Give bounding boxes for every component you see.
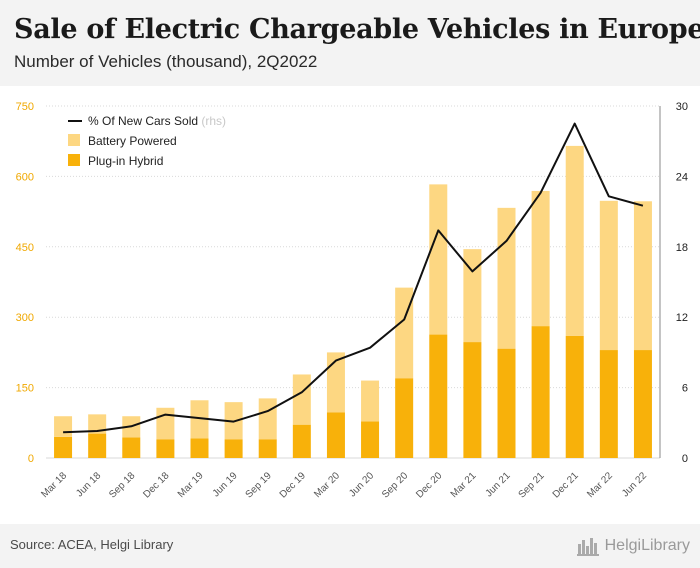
bar-battery-powered: [54, 416, 73, 437]
logo-text: HelgiLibrary: [604, 537, 690, 554]
right-axis-tick-label: 18: [676, 242, 688, 254]
helgi-library-logo: HelgiLibrary: [576, 533, 690, 559]
bar-battery-powered: [633, 201, 652, 351]
right-axis: 0 6 12 18 24 30: [659, 101, 688, 465]
x-axis-tick-label: Jun 21: [484, 470, 513, 499]
bar-battery-powered: [497, 207, 516, 349]
bar-battery-powered: [361, 380, 380, 422]
bar-battery-powered: [531, 190, 550, 327]
bar-plug-in-hybrid: [224, 439, 243, 458]
bars: [54, 145, 652, 458]
legend-battery-label: Battery Powered: [88, 134, 177, 148]
left-axis-tick-label: 300: [16, 312, 34, 324]
chart-title: Sale of Electric Chargeable Vehicles in …: [14, 14, 700, 45]
bar-battery-powered: [463, 249, 482, 343]
x-axis-tick-label: Sep 18: [107, 470, 137, 500]
left-axis-tick-label: 450: [16, 242, 34, 254]
x-axis-tick-label: Jun 20: [347, 470, 376, 499]
x-axis-tick-label: Dec 18: [141, 470, 171, 500]
x-axis-tick-label: Jun 22: [620, 470, 649, 499]
bar-plug-in-hybrid: [395, 378, 414, 458]
source-note: Source: ACEA, Helgi Library: [10, 537, 174, 552]
x-axis-tick-label: Jun 18: [74, 470, 103, 499]
bar-plug-in-hybrid: [122, 437, 141, 458]
bar-battery-powered: [326, 352, 345, 413]
x-axis-tick-label: Mar 22: [585, 470, 615, 500]
bar-battery-powered: [429, 184, 448, 335]
bar-battery-powered: [156, 407, 175, 440]
stacked-bar-line-chart: 0 150 300 450 600 750 0 6 12 18 24 30 Mar 18 Jun 18…: [16, 101, 688, 501]
bar-plug-in-hybrid: [156, 439, 175, 458]
x-axis-tick-label: Dec 20: [414, 470, 444, 500]
right-axis-tick-label: 12: [676, 312, 688, 324]
right-axis-tick-label: 30: [676, 101, 688, 113]
bar-plug-in-hybrid: [599, 350, 618, 458]
legend-battery-swatch: [68, 134, 80, 146]
bar-battery-powered: [292, 374, 311, 425]
bar-plug-in-hybrid: [463, 342, 482, 458]
bar-plug-in-hybrid: [497, 348, 516, 458]
x-axis-tick-label: Sep 19: [244, 470, 274, 500]
bar-battery-powered: [599, 200, 618, 351]
legend-line-label: % Of New Cars Sold (rhs): [88, 114, 226, 128]
bar-battery-powered: [190, 400, 209, 439]
gridlines: [46, 105, 660, 459]
x-axis-tick-label: Dec 21: [551, 470, 581, 500]
left-axis-tick-label: 0: [28, 453, 34, 465]
bar-plug-in-hybrid: [429, 334, 448, 458]
footer: Source: ACEA, Helgi Library HelgiLibrary: [0, 524, 700, 568]
x-axis-tick-label: Mar 19: [176, 470, 206, 500]
left-axis-tick-label: 150: [16, 383, 34, 395]
bar-plug-in-hybrid: [292, 424, 311, 458]
right-axis-tick-label: 24: [676, 171, 688, 183]
right-axis-tick-label: 0: [682, 453, 688, 465]
bar-battery-powered: [565, 145, 584, 336]
bar-plug-in-hybrid: [531, 326, 550, 458]
bar-plug-in-hybrid: [190, 438, 209, 458]
share-line: [62, 122, 644, 434]
x-axis-tick-label: Sep 20: [380, 470, 410, 500]
left-axis: 0 150 300 450 600 750: [16, 101, 34, 465]
right-axis-tick-label: 6: [682, 383, 688, 395]
bar-plug-in-hybrid: [565, 335, 584, 458]
city-skyline-icon: [576, 538, 599, 556]
x-axis-tick-label: Mar 20: [312, 470, 342, 500]
x-axis-tick-label: Dec 19: [278, 470, 308, 500]
left-axis-tick-label: 600: [16, 171, 34, 183]
bar-battery-powered: [258, 398, 277, 440]
bar-battery-powered: [88, 414, 107, 434]
left-axis-tick-label: 750: [16, 101, 34, 113]
legend: % Of New Cars Sold (rhs) Battery Powered…: [68, 114, 226, 168]
legend-hybrid-swatch: [68, 154, 80, 166]
legend-rhs-note: (rhs): [201, 114, 226, 128]
x-axis-tick-label: Mar 21: [449, 470, 479, 500]
bar-plug-in-hybrid: [326, 412, 345, 458]
legend-hybrid-label: Plug-in Hybrid: [88, 154, 163, 168]
bar-plug-in-hybrid: [258, 439, 277, 458]
bar-plug-in-hybrid: [361, 421, 380, 458]
chart-subtitle: Number of Vehicles (thousand), 2Q2022: [14, 52, 318, 71]
bar-plug-in-hybrid: [54, 436, 73, 458]
bar-plug-in-hybrid: [88, 433, 107, 458]
bar-plug-in-hybrid: [633, 350, 652, 458]
line-series-share: [63, 122, 644, 434]
x-axis-tick-label: Sep 21: [517, 470, 547, 500]
x-axis-tick-label: Mar 18: [39, 470, 69, 500]
x-axis-tick-label: Jun 19: [211, 470, 240, 499]
x-axis-labels: Mar 18 Jun 18 Sep 18 Dec 18 Mar 19 Jun 19 Sep …: [39, 470, 649, 501]
header: Sale of Electric Chargeable Vehicles in …: [0, 0, 700, 86]
